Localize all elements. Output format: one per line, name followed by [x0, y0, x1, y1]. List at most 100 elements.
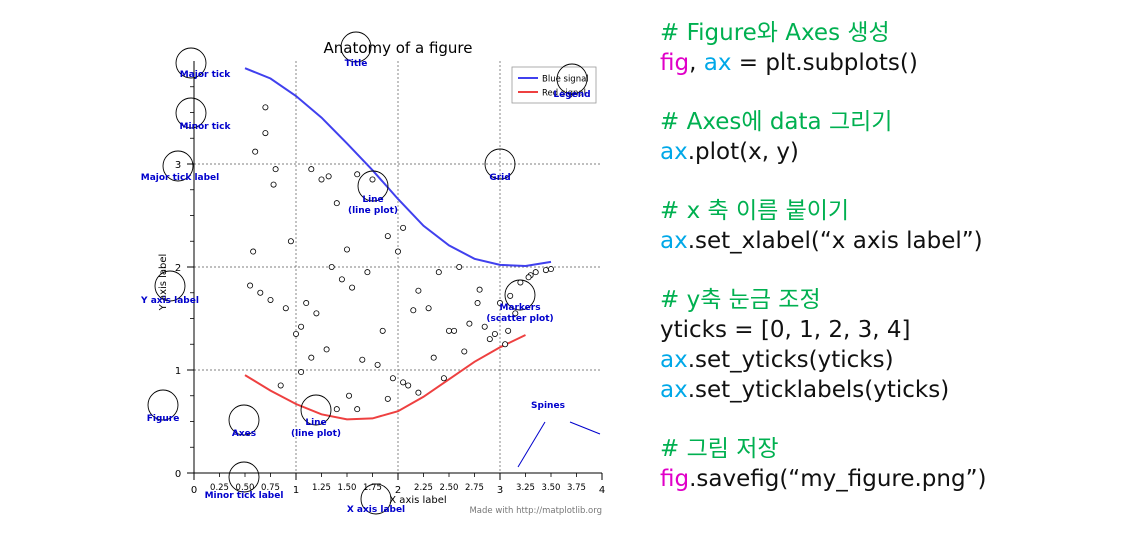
scatter-marker [440, 375, 447, 382]
scatter-marker [298, 369, 305, 376]
scatter-marker [430, 354, 437, 361]
scatter-marker [491, 330, 498, 337]
annotation-label: (scatter plot) [486, 314, 553, 324]
x-minor-tick-label: 0.75 [261, 483, 280, 493]
x-minor-tick-label: 1.75 [363, 483, 382, 493]
scatter-marker [415, 287, 422, 294]
annotation-circle [360, 483, 392, 515]
scatter-marker [277, 382, 284, 389]
x-minor-tick-label: 0.50 [236, 483, 255, 493]
x-minor-tick-label: 2.50 [440, 483, 459, 493]
x-major-tick-label: 3 [497, 485, 503, 496]
scatter-marker [328, 263, 335, 270]
annotation-circle [484, 148, 516, 180]
annotation-circle [504, 279, 536, 311]
x-minor-tick-label: 3.50 [542, 483, 561, 493]
annotation-circle [228, 461, 260, 493]
code-comment-create: # Figure와 Axes 생성 [660, 20, 890, 46]
scatter-marker [496, 300, 503, 307]
scatter-marker [250, 248, 257, 255]
scatter-marker [354, 171, 361, 178]
scatter-marker [507, 292, 514, 299]
scatter-marker [252, 148, 259, 155]
annotation-circle [147, 389, 179, 421]
x-axis-label: X axis label [389, 495, 446, 506]
scatter-marker [325, 173, 332, 180]
spine-arrow [517, 421, 546, 468]
scatter-marker [333, 406, 340, 413]
code-line-set-yticklabels: ax.set_yticklabels(yticks) [660, 375, 1120, 405]
annotation-circle [228, 404, 260, 436]
scatter-marker [525, 274, 532, 281]
scatter-marker [456, 263, 463, 270]
scatter-marker [505, 327, 512, 334]
code-token-fig: fig [660, 50, 690, 76]
x-major-tick-label: 1 [293, 485, 299, 496]
scatter-marker [364, 269, 371, 276]
code-token-ax: ax [660, 139, 688, 165]
scatter-marker [346, 392, 353, 399]
annotation-label: Legend [553, 90, 590, 100]
annotation-label: Minor tick [180, 122, 232, 132]
scatter-marker [425, 305, 432, 312]
scatter-marker [287, 238, 294, 245]
annotation-label: (line plot) [348, 206, 398, 216]
scatter-marker [445, 327, 452, 334]
scatter-marker [308, 354, 315, 361]
annotation-label: X axis label [347, 505, 405, 515]
annotation-label: Line [362, 195, 383, 205]
scatter-marker [542, 267, 549, 274]
footer-credit: Made with http://matplotlib.org [469, 506, 602, 516]
x-minor-tick-label: 1.50 [338, 483, 357, 493]
y-major-tick-label: 2 [175, 263, 181, 274]
annotation-circle [154, 270, 186, 302]
annotation-circle [162, 150, 194, 182]
code-gap [660, 78, 1120, 107]
scatter-marker [262, 104, 269, 111]
code-line-plot: ax.plot(x, y) [660, 137, 1120, 167]
code-panel: # Figure와 Axes 생성 fig, ax = plt.subplots… [660, 18, 1120, 494]
code-line-set-yticks: ax.set_yticks(yticks) [660, 345, 1120, 375]
chart-title: Anatomy of a figure [323, 39, 472, 57]
annotation-label: Title [345, 59, 368, 69]
scatter-marker [333, 200, 340, 207]
scatter-marker [532, 269, 539, 276]
annotation-label: Markers [499, 303, 540, 313]
scatter-marker [359, 356, 366, 363]
scatter-marker [384, 233, 391, 240]
scatter-marker [247, 282, 254, 289]
code-token-ax: ax [703, 50, 732, 76]
code-comment-xlabel: # x 축 이름 붙이기 [660, 198, 850, 224]
anatomy-figure: 0 1 2 3 4 0.25 0.50 0.75 1.25 1.50 1.75 2.25 2.50 2.7… [130, 30, 610, 530]
code-gap [660, 256, 1120, 285]
code-token-rest: .savefig(“my_figure.png”) [689, 466, 987, 492]
scatter-marker [410, 307, 417, 314]
legend-entry: Red signal [542, 89, 586, 99]
scatter-marker [272, 166, 279, 173]
scatter-marker [512, 310, 519, 317]
scatter-marker [379, 327, 386, 334]
y-major-tick-label: 3 [175, 160, 181, 171]
scatter-marker [481, 323, 488, 330]
scatter-marker [369, 176, 376, 183]
annotation-circle [175, 47, 207, 79]
code-line-yticks-list: yticks = [0, 1, 2, 3, 4] [660, 317, 911, 343]
annotation-circle [300, 394, 332, 426]
x-minor-tick-label: 2.75 [465, 483, 484, 493]
scatter-marker [476, 286, 483, 293]
code-token-rest: .set_yticks(yticks) [687, 347, 894, 373]
annotation-label: Y axis label [140, 296, 199, 306]
scatter-marker [323, 346, 330, 353]
scatter-marker [292, 330, 299, 337]
code-token-ax: ax [660, 377, 688, 403]
scatter-marker [343, 246, 350, 253]
scatter-marker [313, 310, 320, 317]
scatter-marker [308, 166, 315, 173]
annotation-label: Major tick [180, 70, 232, 80]
code-gap [660, 167, 1120, 196]
code-token-rest: = plt.subplots() [731, 50, 918, 76]
series-line [244, 67, 552, 268]
annotation-label: (line plot) [291, 429, 341, 439]
code-line-xlabel: ax.set_xlabel(“x axis label”) [660, 226, 1120, 256]
x-major-tick-label: 2 [395, 485, 401, 496]
